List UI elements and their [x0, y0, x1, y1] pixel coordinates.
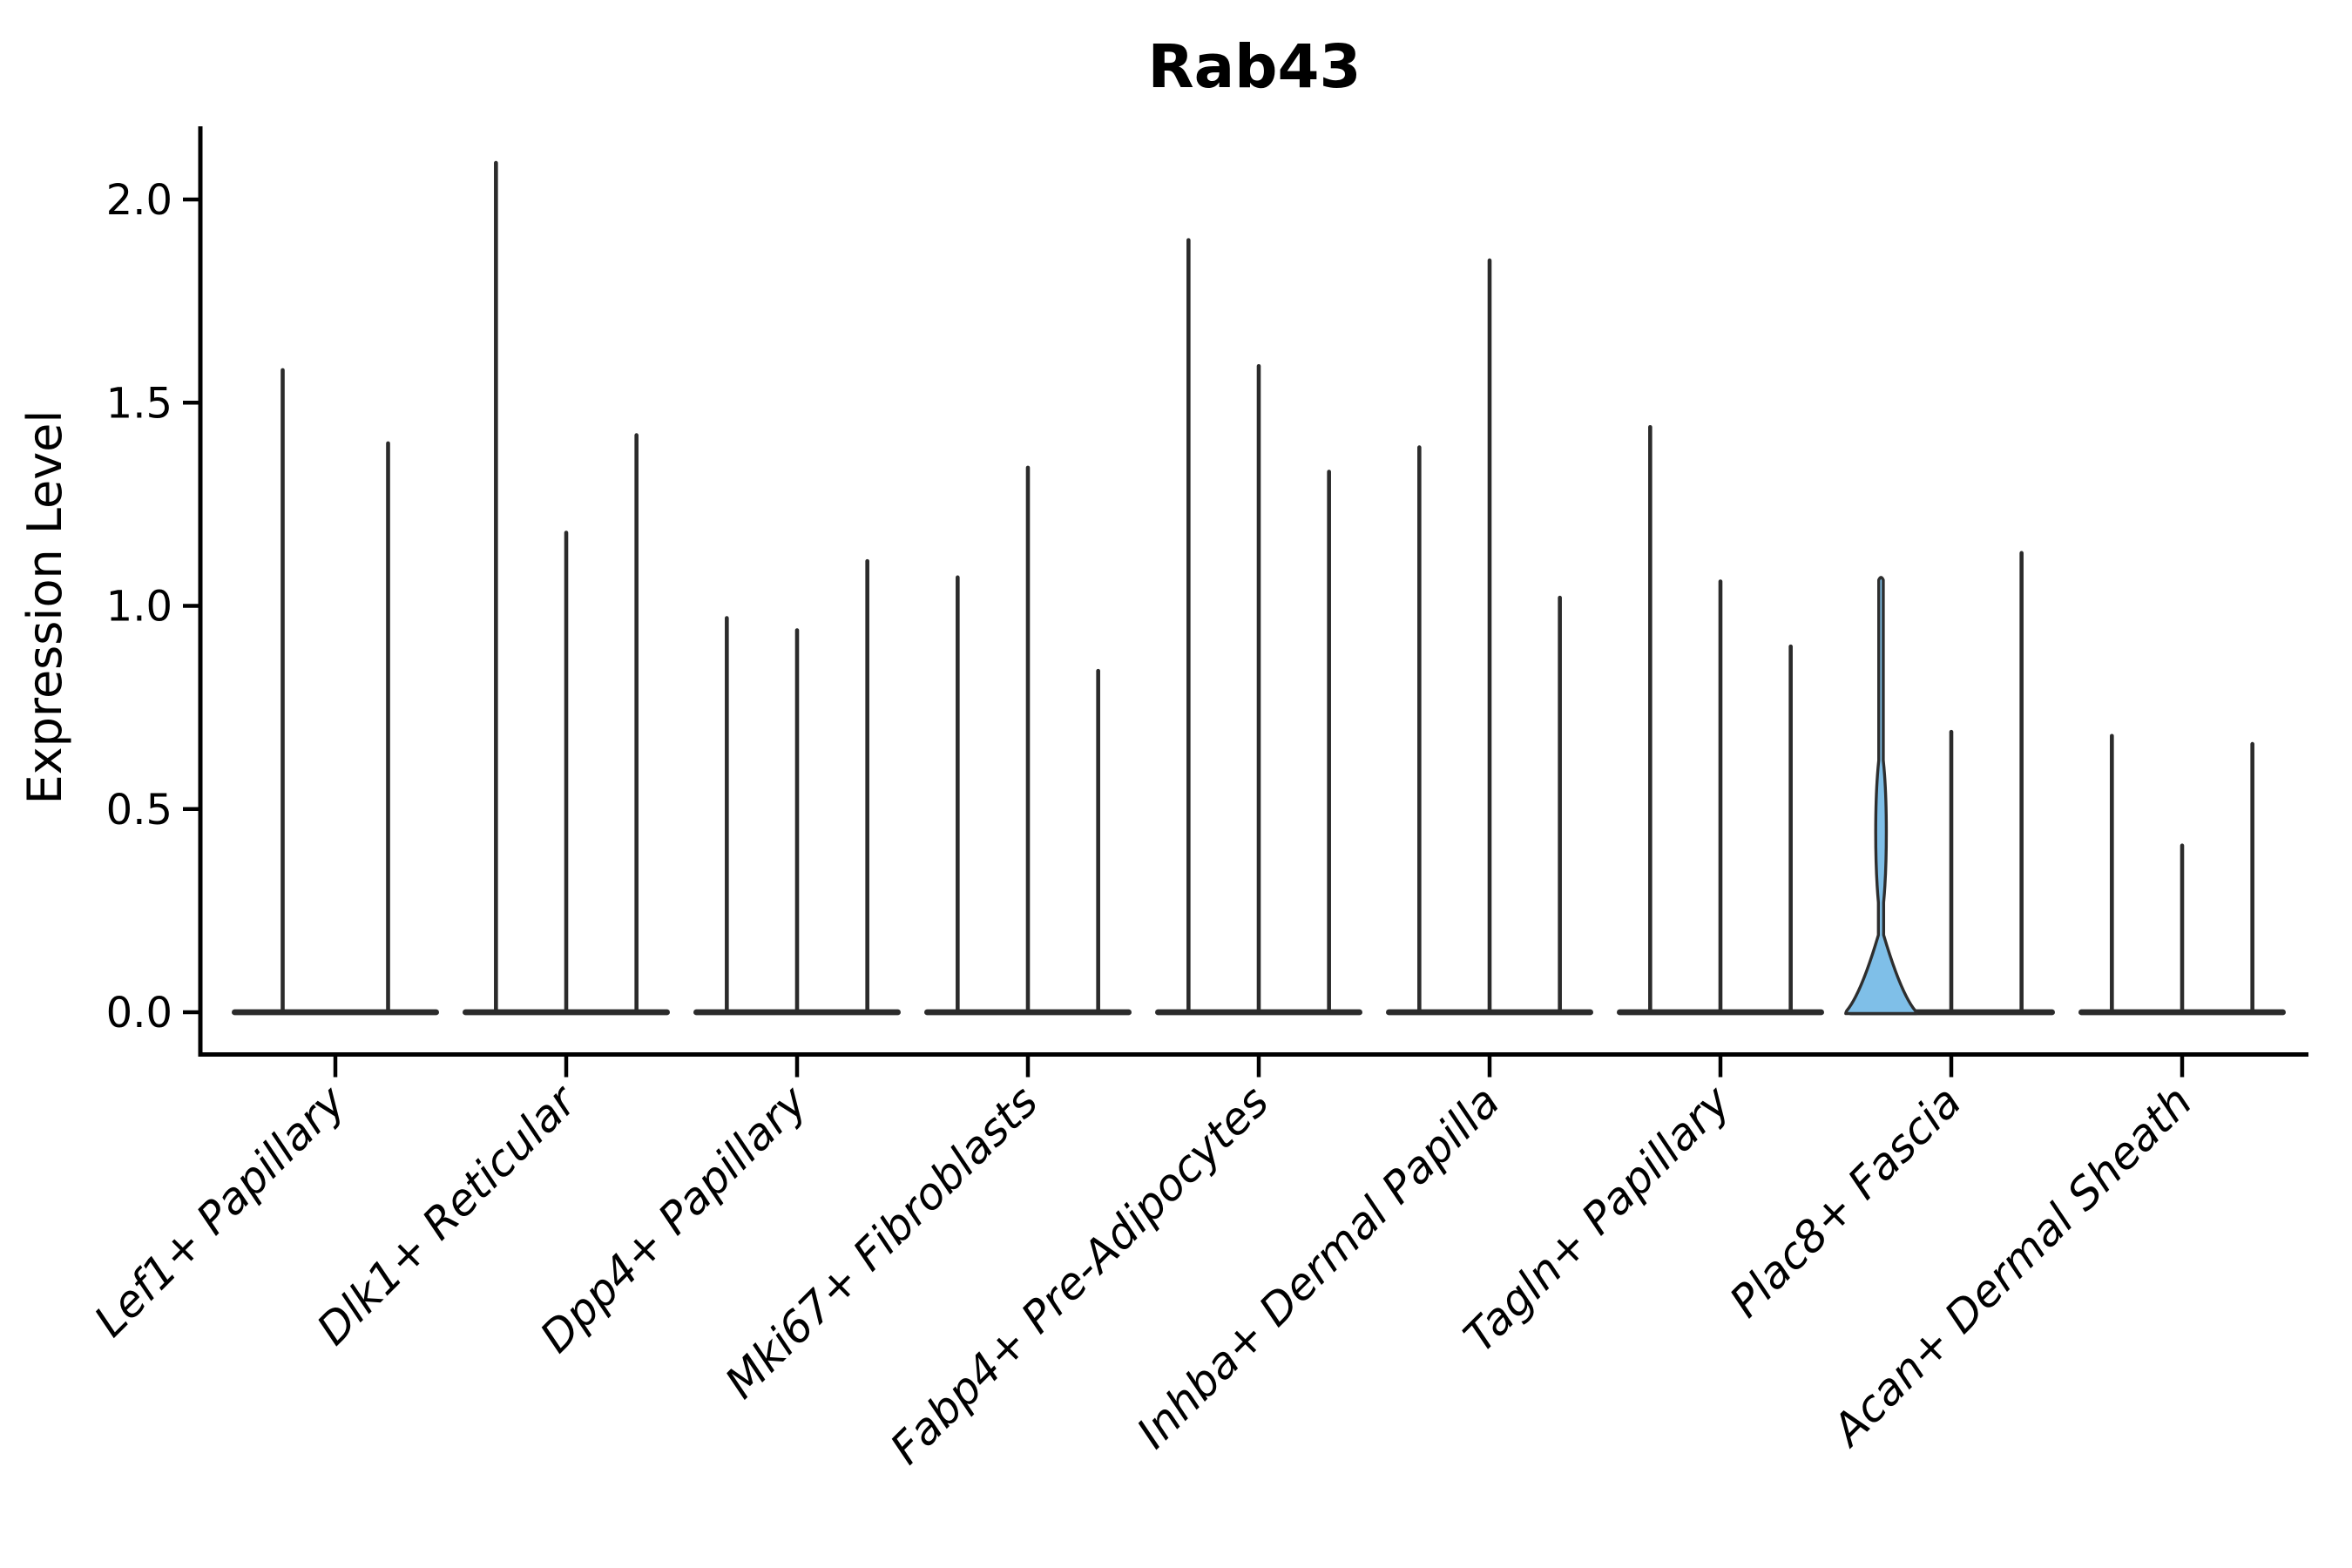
violin-baseline — [232, 1009, 439, 1016]
x-tick-label: Plac8+ Fascia — [1720, 1076, 1971, 1327]
highlighted-violin — [1844, 576, 1918, 1016]
y-tick-label: 2.0 — [106, 176, 172, 225]
x-tick-label: Fabp4+ Pre-Adipocytes — [881, 1076, 1279, 1474]
y-tick-label: 1.0 — [106, 583, 172, 632]
y-tick-label: 0.5 — [106, 786, 172, 835]
y-tick-label: 1.5 — [106, 379, 172, 428]
y-axis-label: Expression Level — [17, 410, 72, 805]
x-tick-label: Lef1+ Papillary — [84, 1075, 355, 1346]
axes: 0.0 0.5 1.0 1.5 2.0 — [106, 126, 2308, 1078]
chart-title: Rab43 — [1147, 32, 1361, 102]
y-tick-label: 0.0 — [106, 989, 172, 1037]
violins-layer — [232, 160, 2286, 1016]
